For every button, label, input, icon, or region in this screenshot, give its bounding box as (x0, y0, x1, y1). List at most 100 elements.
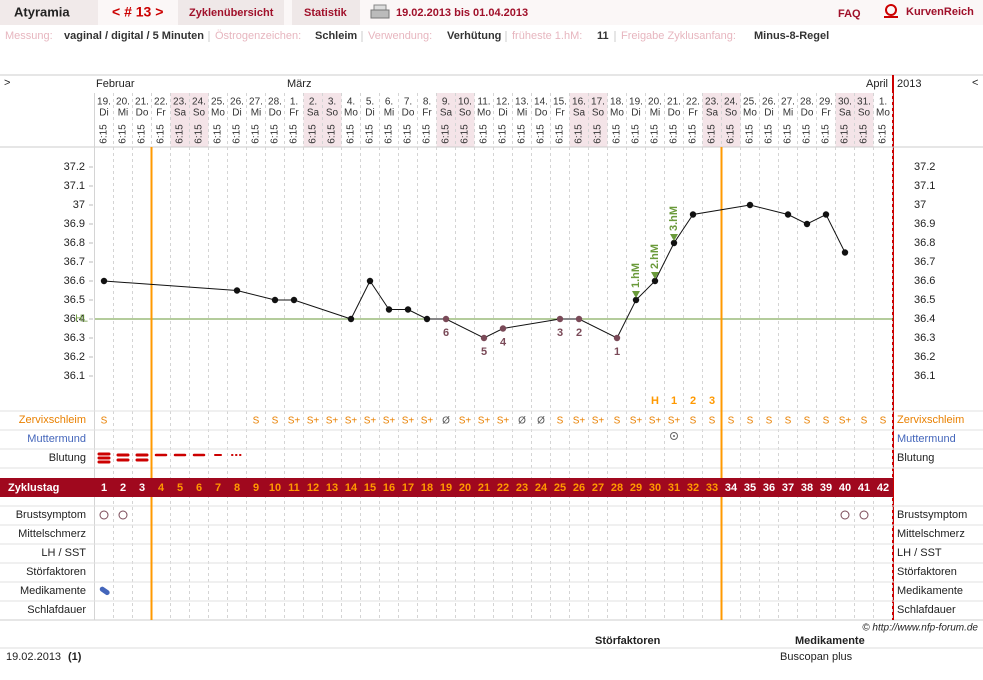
day-weekday: Fr (422, 108, 432, 119)
weekend-shade (721, 93, 741, 147)
day-date: 21. (135, 97, 149, 108)
cervix-sign: S (747, 416, 754, 427)
day-time: 6:15 (631, 124, 642, 144)
row-label: Zervixschleim (897, 414, 964, 426)
day-weekday: Mo (610, 108, 624, 119)
day-time: 6:15 (612, 124, 623, 144)
day-time: 6:15 (156, 124, 167, 144)
faq-link[interactable]: FAQ (838, 8, 861, 20)
day-time: 6:15 (194, 124, 205, 144)
day-weekday: Di (365, 108, 374, 119)
row-label: Störfaktoren (26, 566, 86, 578)
logo-text[interactable]: KurvenReich (906, 6, 974, 18)
cycle-day: 42 (877, 482, 889, 494)
cycle-day: 38 (801, 482, 813, 494)
day-date: 28. (800, 97, 814, 108)
cycle-nav[interactable]: < # 13 > (112, 4, 163, 20)
day-date: 7. (404, 97, 412, 108)
tab[interactable]: Statistik (304, 7, 348, 19)
cervix-sign: S (101, 416, 108, 427)
temp-point (480, 334, 488, 342)
day-date: 22. (686, 97, 700, 108)
breast-icons (99, 510, 869, 520)
day-date: 30. (838, 97, 852, 108)
day-date: 25. (743, 97, 757, 108)
day-weekday: Do (801, 108, 814, 119)
tab-bg (292, 0, 360, 25)
cycle-day: 40 (839, 482, 851, 494)
cervix-sign: Ø (518, 416, 526, 427)
day-weekday: Fr (555, 108, 565, 119)
temp-point (632, 296, 640, 304)
temp-point (442, 315, 450, 323)
cervix-sign: S (861, 416, 868, 427)
temp-point (803, 220, 811, 228)
y-tick-label: 36.5 (914, 294, 935, 306)
day-weekday: Di (764, 108, 773, 119)
tab[interactable]: Zyklenübersicht (189, 7, 274, 19)
cervix-sign: S+ (421, 416, 434, 427)
day-date: 20. (648, 97, 662, 108)
footer-heading: Medikamente (795, 635, 865, 647)
logo-part (885, 4, 897, 16)
cervix-sign: S+ (364, 416, 377, 427)
day-weekday: Sa (174, 108, 187, 119)
nav-prev[interactable]: > (4, 77, 10, 89)
cycle-day: 20 (459, 482, 471, 494)
cervix-sign: S (709, 416, 716, 427)
day-time: 6:15 (821, 124, 832, 144)
nav-next[interactable]: < (972, 77, 978, 89)
point-label: 2.hM (649, 244, 661, 269)
row-label: Störfaktoren (897, 566, 957, 578)
day-weekday: Sa (839, 108, 852, 119)
day-weekday: So (326, 108, 339, 119)
print-icon[interactable] (370, 4, 390, 19)
pill-icon (99, 586, 110, 596)
cycle-day: 25 (554, 482, 566, 494)
cycle-day: 1 (101, 482, 107, 494)
temp-point (689, 211, 697, 218)
cervix-sign: S+ (307, 416, 320, 427)
day-weekday: Sa (307, 108, 320, 119)
day-date: 6. (385, 97, 393, 108)
day-date: 31. (857, 97, 871, 108)
temp-point (822, 211, 830, 218)
day-time: 6:15 (118, 124, 129, 144)
setting-label: Östrogenzeichen: (215, 30, 301, 42)
weekend-shade (170, 93, 190, 147)
cycle-day: 9 (253, 482, 259, 494)
cervix-sign: S (272, 416, 279, 427)
row-label: Muttermund (27, 433, 86, 445)
day-date: 24. (724, 97, 738, 108)
cycle-day: 36 (763, 482, 775, 494)
muttermund-icon (670, 432, 678, 440)
y-tick-label: 36.1 (64, 370, 85, 382)
y-tick-label: 37 (914, 199, 926, 211)
weekend-shade (189, 93, 209, 147)
y-tick-label: 36.6 (914, 275, 935, 287)
day-date: 16. (572, 97, 586, 108)
setting-label: Verwendung: (368, 30, 432, 42)
cervix-sign: S (785, 416, 792, 427)
print-icon-part (370, 9, 390, 19)
day-date: 5. (366, 97, 374, 108)
setting-label: Messung: (5, 30, 53, 42)
cycle-day: 26 (573, 482, 585, 494)
point-label: 2 (576, 327, 582, 339)
day-time: 6:15 (441, 124, 452, 144)
cycle-day: 16 (383, 482, 395, 494)
day-date: 4. (347, 97, 355, 108)
day-weekday: Di (99, 108, 108, 119)
day-date: 17. (591, 97, 605, 108)
hm-marker (670, 234, 678, 241)
day-date: 13. (515, 97, 529, 108)
point-label: 1 (614, 346, 620, 358)
day-weekday: Do (668, 108, 681, 119)
day-weekday: Di (631, 108, 640, 119)
row-label: Blutung (49, 452, 86, 464)
cervix-sign: S+ (668, 416, 681, 427)
temp-line (103, 204, 846, 339)
cervix-sign: S+ (402, 416, 415, 427)
